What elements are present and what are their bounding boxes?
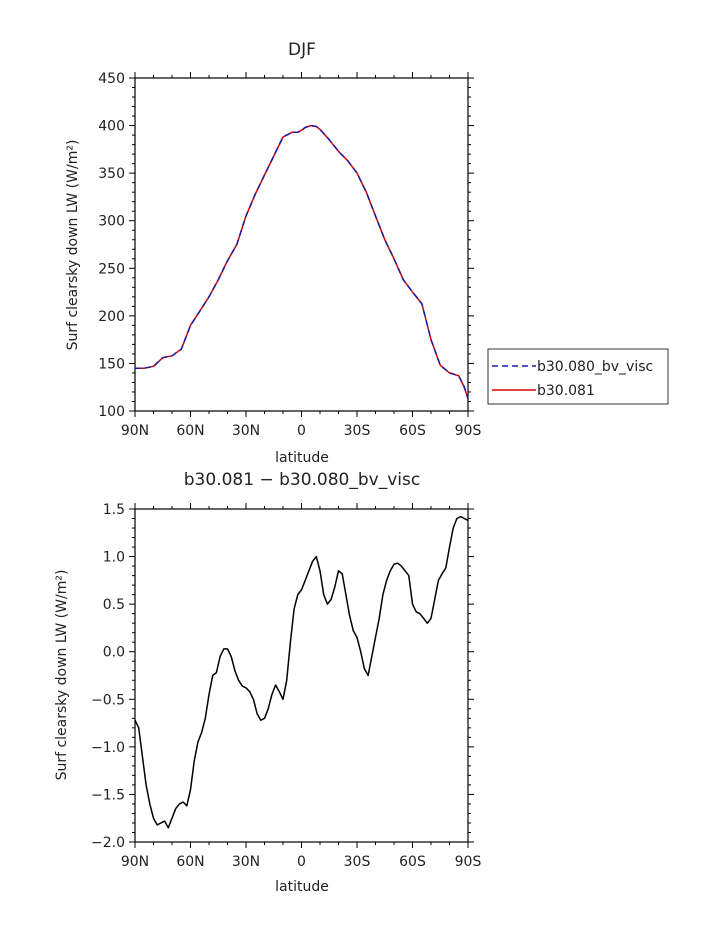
- y-tick-label-bottom: 0.5: [103, 597, 125, 613]
- y-tick-label-bottom: −0.5: [91, 692, 125, 708]
- legend-label-b30-081: b30.081: [537, 383, 595, 399]
- x-ticks-top: 90N 60N 30N 0 30S 60S 90S: [121, 72, 482, 439]
- x-tick-label-bottom: 90S: [455, 854, 482, 870]
- series-line-b30-080-bv-visc: [135, 124, 469, 399]
- x-tick-label-bottom: 0: [297, 854, 306, 870]
- y-ticks-bottom: −2.0 −1.5 −1.0 −0.5 0.0 0.5 1.0 1.5: [91, 502, 474, 851]
- x-tick-label-top: 30S: [344, 423, 371, 439]
- legend-label-b30-080-bv-visc: b30.080_bv_visc: [537, 359, 653, 375]
- y-tick-label-top: 400: [98, 119, 125, 135]
- y-axis-title-top: Surf clearsky down LW (W/m²): [65, 140, 81, 351]
- x-ticks-bottom: 90N 60N 30N 0 30S 60S 90S: [121, 503, 482, 870]
- x-tick-label-bottom: 60N: [176, 854, 204, 870]
- chart-title-bottom: b30.081 − b30.080_bv_visc: [184, 470, 420, 490]
- series-line-difference: [134, 515, 469, 829]
- y-tick-label-bottom: 1.0: [103, 550, 125, 566]
- chart-title-top: DJF: [288, 40, 316, 60]
- x-tick-label-top: 30N: [232, 423, 260, 439]
- x-tick-label-top: 90S: [455, 423, 482, 439]
- legend: b30.080_bv_visc b30.081: [487, 348, 669, 405]
- x-tick-label-top: 90N: [121, 423, 149, 439]
- x-tick-label-bottom: 30N: [232, 854, 260, 870]
- y-tick-label-top: 300: [98, 214, 125, 230]
- y-tick-label-top: 350: [98, 166, 125, 182]
- series-lines-top: [135, 124, 469, 399]
- y-tick-label-bottom: −1.5: [91, 787, 125, 803]
- y-tick-label-bottom: 0.0: [103, 645, 125, 661]
- panel-top: DJF 100 150 200 250 300 350 400 450 90N 60N 30N 0 3…: [65, 40, 669, 466]
- panel-bottom: b30.081 − b30.080_bv_visc −2.0 −1.5 −1.0 −0…: [54, 470, 481, 895]
- y-tick-label-bottom: −1.0: [91, 740, 125, 756]
- x-tick-label-bottom: 60S: [399, 854, 426, 870]
- x-tick-label-top: 60S: [399, 423, 426, 439]
- y-tick-label-top: 450: [98, 71, 125, 87]
- y-tick-label-bottom: −2.0: [91, 835, 125, 851]
- series-line-b30-081: [135, 124, 469, 399]
- x-tick-label-top: 60N: [176, 423, 204, 439]
- x-axis-title-bottom: latitude: [275, 879, 329, 895]
- legend-box: [487, 348, 669, 405]
- y-tick-label-bottom: 1.5: [103, 502, 125, 518]
- y-tick-label-top: 200: [98, 309, 125, 325]
- x-tick-label-top: 0: [297, 423, 306, 439]
- x-tick-label-bottom: 90N: [121, 854, 149, 870]
- plot-frame-bottom: [134, 508, 469, 843]
- plot-frame-top: [134, 77, 469, 412]
- x-axis-title-top: latitude: [275, 450, 329, 466]
- y-tick-label-top: 250: [98, 261, 125, 277]
- y-tick-label-top: 150: [98, 356, 125, 372]
- y-axis-title-bottom: Surf clearsky down LW (W/m²): [54, 570, 70, 781]
- y-ticks-top: 100 150 200 250 300 350 400 450: [98, 71, 474, 420]
- x-tick-label-bottom: 30S: [344, 854, 371, 870]
- series-lines-bottom: [134, 515, 469, 829]
- y-tick-label-top: 100: [98, 404, 125, 420]
